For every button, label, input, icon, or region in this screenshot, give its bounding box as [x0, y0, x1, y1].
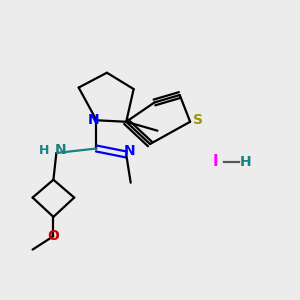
Text: H: H — [39, 143, 50, 157]
Text: S: S — [193, 113, 202, 127]
Text: H: H — [239, 155, 251, 169]
Text: N: N — [55, 143, 67, 157]
Text: I: I — [213, 154, 218, 169]
Text: O: O — [47, 229, 59, 243]
Text: N: N — [88, 113, 99, 127]
Text: N: N — [123, 145, 135, 158]
